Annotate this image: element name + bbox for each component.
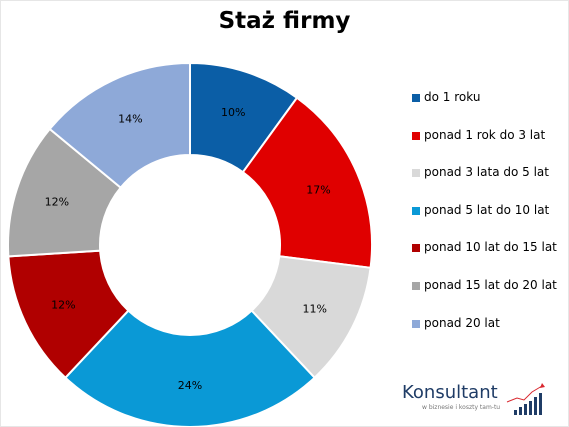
logo-tagline: w biznesie i koszty tam-tu bbox=[422, 404, 501, 411]
slice-data-label: 12% bbox=[45, 196, 69, 209]
slice-data-label: 12% bbox=[51, 299, 75, 312]
legend-label: ponad 5 lat do 10 lat bbox=[424, 202, 550, 217]
donut-slice bbox=[241, 96, 373, 269]
slice-data-label: 17% bbox=[306, 183, 330, 196]
slice-data-label: 11% bbox=[303, 303, 327, 316]
company-logo: Konsultant w biznesie i koszty tam-tu bbox=[402, 382, 552, 416]
legend-swatch bbox=[412, 131, 420, 140]
slice-data-label: 24% bbox=[178, 379, 202, 392]
legend-swatch bbox=[412, 244, 420, 253]
legend-label: ponad 3 lata do 5 lat bbox=[424, 165, 549, 180]
slice-data-label: 10% bbox=[221, 106, 245, 119]
donut-slice bbox=[48, 61, 191, 190]
legend-label: do 1 roku bbox=[424, 90, 481, 104]
legend-label: ponad 20 lat bbox=[424, 315, 500, 330]
legend-swatch bbox=[412, 94, 420, 102]
logo-name: Konsultant bbox=[402, 382, 498, 403]
slice-data-label: 14% bbox=[118, 112, 142, 125]
legend-swatch bbox=[412, 206, 420, 215]
legend-label: ponad 15 lat do 20 lat bbox=[424, 278, 557, 292]
logo-chart-icon bbox=[506, 383, 545, 415]
legend-swatch bbox=[412, 282, 420, 290]
legend-label: ponad 1 rok do 3 lat bbox=[424, 127, 546, 142]
legend-swatch bbox=[412, 319, 420, 328]
donut-slice bbox=[63, 309, 317, 427]
legend-label: ponad 10 lat do 15 lat bbox=[424, 240, 557, 255]
chart-title: Staż firmy bbox=[218, 8, 351, 34]
legend-swatch bbox=[412, 169, 420, 178]
